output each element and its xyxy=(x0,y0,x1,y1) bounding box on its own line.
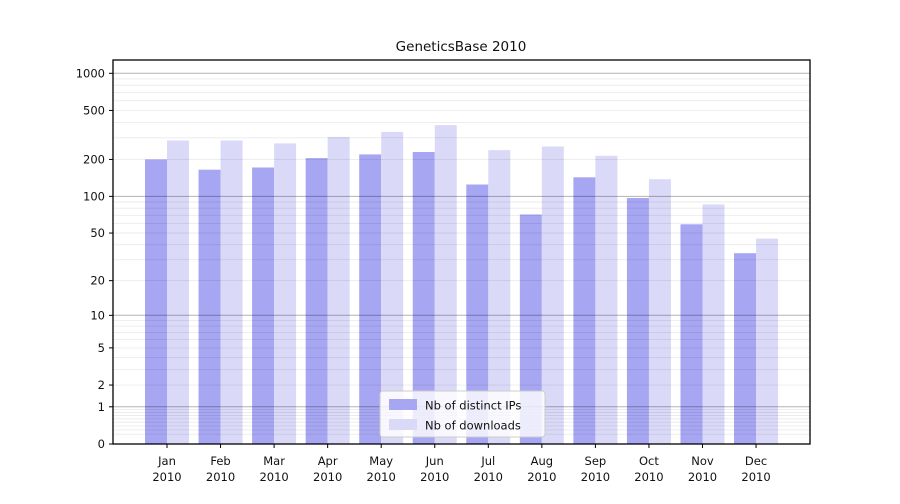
y-tick-label: 20 xyxy=(90,274,105,288)
bar-ips-feb xyxy=(198,169,221,444)
x-tick-label-year: 2010 xyxy=(581,470,610,484)
bar-ips-jun xyxy=(412,152,435,444)
y-tick-label: 500 xyxy=(83,103,105,117)
bar-ips-may xyxy=(359,154,382,444)
x-tick-label-month: Jul xyxy=(480,454,495,468)
x-tick-label-month: Aug xyxy=(531,454,553,468)
x-tick-label-month: Feb xyxy=(210,454,230,468)
bar-downloads-jul xyxy=(488,150,511,444)
bar-downloads-sep xyxy=(595,155,618,445)
x-tick-label-month: Mar xyxy=(263,454,285,468)
x-tick-label-month: Apr xyxy=(318,454,338,468)
chart-title: GeneticsBase 2010 xyxy=(396,39,527,55)
bar-ips-sep xyxy=(573,177,596,445)
bar-downloads-aug xyxy=(541,146,564,444)
x-tick-label-year: 2010 xyxy=(420,470,449,484)
bar-downloads-apr xyxy=(327,136,350,444)
x-tick-label-year: 2010 xyxy=(367,470,396,484)
x-tick-label-year: 2010 xyxy=(688,470,717,484)
y-tick-label: 1000 xyxy=(76,66,105,80)
bar-ips-oct xyxy=(626,198,649,444)
y-tick-label: 5 xyxy=(98,341,105,355)
y-tick-label: 10 xyxy=(90,308,105,322)
y-tick-label: 50 xyxy=(90,226,105,240)
y-tick-label: 100 xyxy=(83,189,105,203)
bar-downloads-oct xyxy=(648,179,671,444)
bar-ips-dec xyxy=(734,253,757,444)
legend-swatch-distinct-ips xyxy=(389,399,417,410)
bar-ips-mar xyxy=(252,167,275,444)
x-tick-label-year: 2010 xyxy=(474,470,503,484)
y-tick-label: 200 xyxy=(83,152,105,166)
legend-label-distinct-ips: Nb of distinct IPs xyxy=(425,399,521,413)
x-tick-label-year: 2010 xyxy=(634,470,663,484)
x-tick-label-month: Jun xyxy=(425,454,444,468)
x-tick-label-year: 2010 xyxy=(527,470,556,484)
bar-ips-apr xyxy=(305,158,328,444)
x-tick-label-month: Jan xyxy=(157,454,176,468)
bar-downloads-mar xyxy=(274,143,297,444)
legend-swatch-downloads xyxy=(389,419,417,430)
y-tick-label: 2 xyxy=(98,378,105,392)
bar-downloads-jun xyxy=(434,125,457,444)
x-tick-label-year: 2010 xyxy=(313,470,342,484)
y-tick-label: 1 xyxy=(98,400,105,414)
bars-layer xyxy=(145,125,779,445)
legend-box xyxy=(379,390,546,438)
bar-ips-nov xyxy=(680,224,703,444)
plot-border xyxy=(112,59,811,445)
bar-ips-aug xyxy=(519,214,542,444)
legend-label-downloads: Nb of downloads xyxy=(425,419,521,433)
x-tick-label-month: May xyxy=(369,454,393,468)
x-tick-label-year: 2010 xyxy=(741,470,770,484)
bar-downloads-jan xyxy=(167,140,189,444)
bar-downloads-may xyxy=(381,131,404,444)
bar-downloads-feb xyxy=(220,140,243,444)
bar-downloads-dec xyxy=(756,238,779,444)
x-tick-label-year: 2010 xyxy=(206,470,235,484)
bar-ips-jul xyxy=(466,184,489,444)
x-tick-label-year: 2010 xyxy=(152,470,181,484)
y-axis: 0 1 2 5 10 20 50 100 200 500 1000 xyxy=(76,66,113,451)
bar-downloads-nov xyxy=(702,204,725,444)
x-tick-label-month: Dec xyxy=(745,454,767,468)
bar-ips-jan xyxy=(145,159,167,444)
y-tick-label: 0 xyxy=(98,437,105,451)
x-tick-label-month: Sep xyxy=(585,454,607,468)
legend: Nb of distinct IPs Nb of downloads xyxy=(379,390,546,438)
x-tick-label-month: Nov xyxy=(691,454,714,468)
x-tick-label-month: Oct xyxy=(639,454,659,468)
x-axis: Jan 2010 Feb 2010 Mar 2010 Apr 2010 May 2010 Jun 20… xyxy=(152,444,771,484)
x-tick-label-year: 2010 xyxy=(259,470,288,484)
